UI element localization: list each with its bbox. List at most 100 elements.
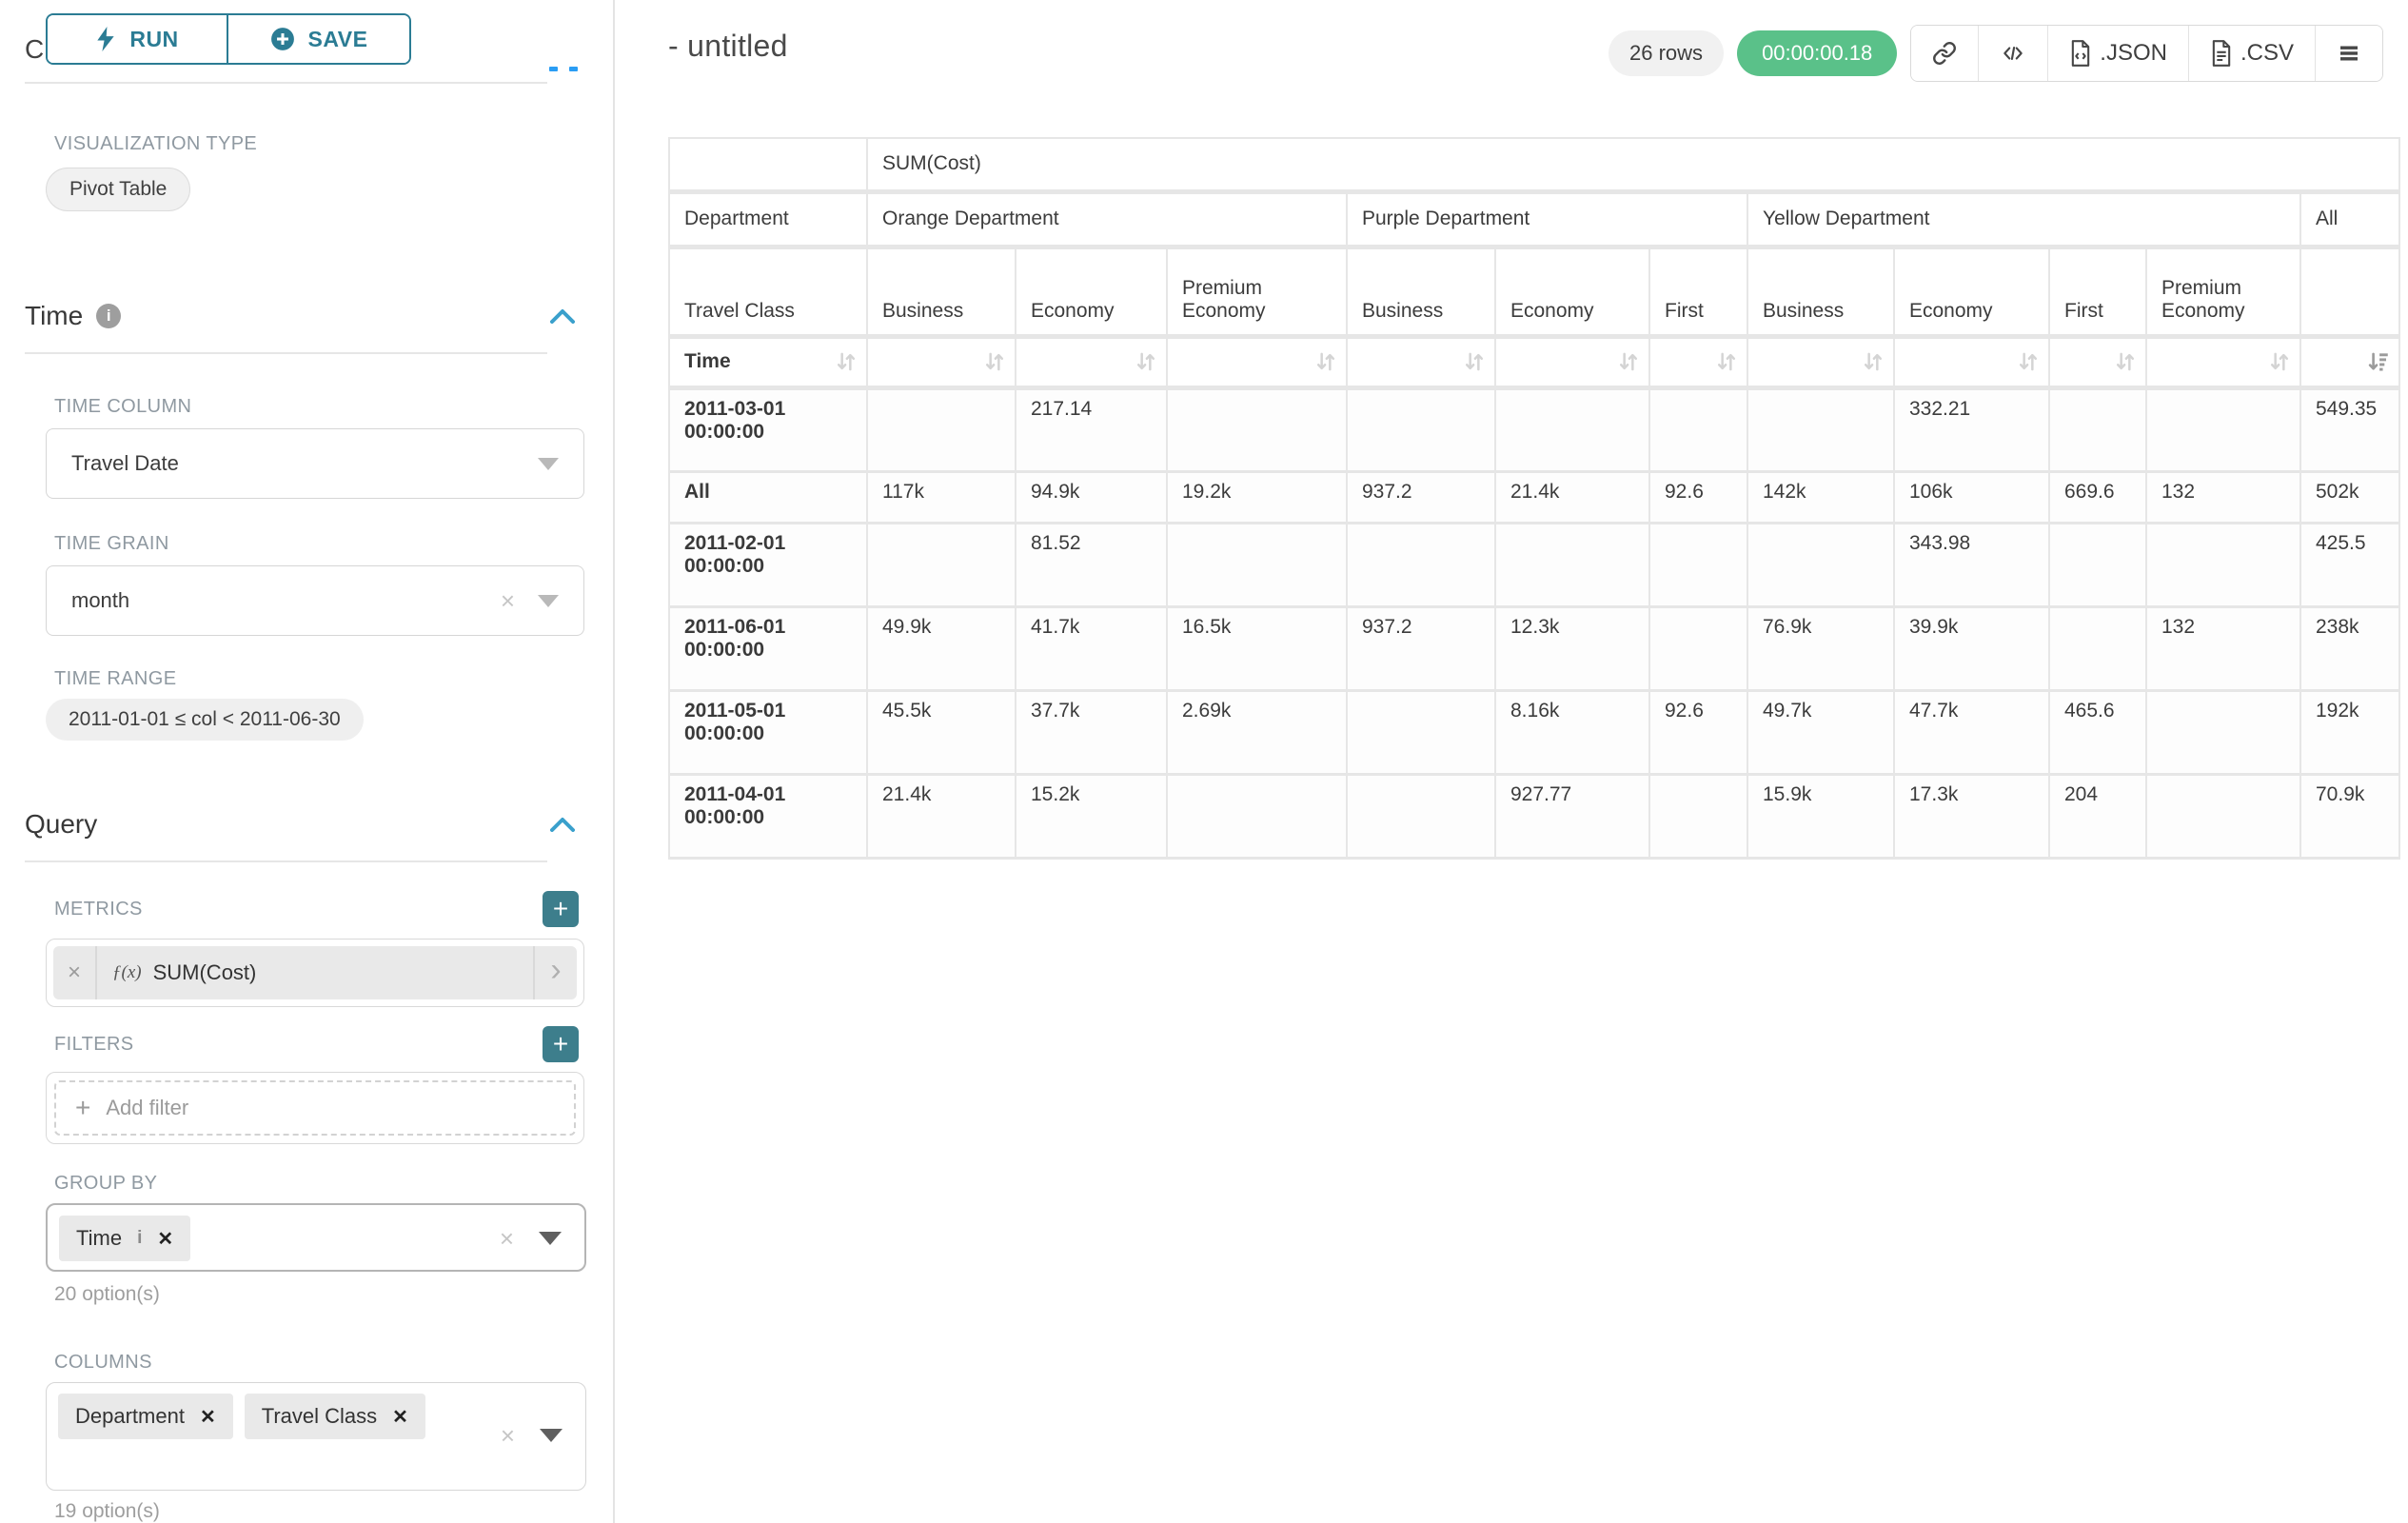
sort-icon[interactable] <box>1462 349 1487 374</box>
export-csv-button[interactable]: .CSV <box>2187 26 2315 81</box>
table-cell: 49.9k <box>866 605 1016 692</box>
sort-icon[interactable] <box>2267 349 2292 374</box>
table-cell: 106k <box>1893 470 2050 524</box>
table-row: 2011-04-01 00:00:00 21.4k 15.2k 927.77 15.9k… <box>668 773 2401 860</box>
table-cell <box>1346 522 1496 608</box>
columns-tag-label: Department <box>75 1404 185 1428</box>
time-range-label: TIME RANGE <box>54 668 177 689</box>
remove-tag-icon[interactable]: ✕ <box>392 1406 408 1428</box>
table-cell: 81.52 <box>1015 522 1168 608</box>
table-row: 2011-02-01 00:00:00 81.52 343.98 425.5 <box>668 522 2401 608</box>
metric-chip[interactable]: × ƒ(x) SUM(Cost) › <box>53 946 577 999</box>
table-cell: 15.2k <box>1015 773 1168 860</box>
sort-column[interactable] <box>1015 335 1168 390</box>
sort-icon[interactable] <box>982 349 1007 374</box>
table-cell <box>1494 386 1650 473</box>
clear-icon[interactable]: × <box>499 1224 514 1253</box>
department-group-header: All <box>2299 190 2401 249</box>
columns-select[interactable]: Department ✕ Travel Class ✕ × <box>46 1382 586 1491</box>
add-metric-button[interactable]: + <box>543 891 579 927</box>
panel-resize-dots <box>549 67 582 71</box>
table-cell: 39.9k <box>1893 605 2050 692</box>
corner-cell <box>668 137 868 194</box>
sort-icon[interactable] <box>1134 349 1158 374</box>
sort-icon[interactable] <box>1714 349 1739 374</box>
sort-column[interactable] <box>1346 335 1496 390</box>
metric-name: SUM(Cost) <box>152 960 257 984</box>
travel-class-axis-label: Travel Class <box>668 246 868 339</box>
table-cell: 92.6 <box>1648 689 1748 776</box>
caret-down-icon[interactable] <box>540 1429 563 1442</box>
table-cell <box>1346 689 1496 776</box>
sort-column[interactable] <box>1166 335 1348 390</box>
sort-icon[interactable] <box>834 349 859 374</box>
row-label: 2011-04-01 00:00:00 <box>668 773 868 860</box>
table-cell <box>1346 386 1496 473</box>
chevron-up-icon[interactable] <box>550 308 575 324</box>
share-link-button[interactable] <box>1911 26 1979 81</box>
travel-class-header: Business <box>866 246 1016 339</box>
sort-column[interactable] <box>1747 335 1895 390</box>
sort-desc-icon[interactable] <box>2366 349 2391 374</box>
sort-column[interactable] <box>1494 335 1650 390</box>
sort-icon[interactable] <box>1313 349 1338 374</box>
menu-button[interactable] <box>2315 26 2382 81</box>
caret-down-icon[interactable] <box>539 1232 562 1245</box>
travel-class-header: Economy <box>1893 246 2050 339</box>
save-button[interactable]: SAVE <box>228 15 409 63</box>
table-cell <box>2145 689 2301 776</box>
remove-tag-icon[interactable]: ✕ <box>157 1228 174 1250</box>
sort-column[interactable] <box>2145 335 2301 390</box>
sort-icon[interactable] <box>1861 349 1885 374</box>
run-button[interactable]: RUN <box>48 15 228 63</box>
export-json-button[interactable]: .JSON <box>2047 26 2188 81</box>
sort-column[interactable] <box>1648 335 1748 390</box>
chart-title[interactable]: - untitled <box>668 29 788 63</box>
table-cell: 669.6 <box>2048 470 2147 524</box>
control-panel-sidebar: Chart Type RUN SAVE VISUALIZATION TYPE P… <box>0 0 615 1523</box>
add-filter-dropzone[interactable]: + Add filter <box>54 1080 576 1136</box>
table-cell: 425.5 <box>2299 522 2401 608</box>
sort-column[interactable] <box>2048 335 2147 390</box>
remove-tag-icon[interactable]: ✕ <box>199 1406 216 1428</box>
table-cell <box>1346 773 1496 860</box>
add-filter-plus-button[interactable]: + <box>543 1026 579 1062</box>
time-row-header[interactable]: Time <box>668 335 868 390</box>
sort-column[interactable] <box>1893 335 2050 390</box>
plus-icon: + <box>75 1093 91 1122</box>
group-by-select[interactable]: Time i ✕ × <box>46 1203 586 1272</box>
chevron-right-icon[interactable]: › <box>533 946 577 999</box>
table-cell <box>1166 386 1348 473</box>
query-timer-badge: 00:00:00.18 <box>1737 30 1898 76</box>
export-csv-label: .CSV <box>2240 40 2294 66</box>
sort-icon[interactable] <box>1616 349 1641 374</box>
viz-type-pill[interactable]: Pivot Table <box>46 168 191 211</box>
sort-column[interactable] <box>866 335 1016 390</box>
query-section-header[interactable]: Query <box>25 809 586 840</box>
table-cell: 2.69k <box>1166 689 1348 776</box>
sort-column-active[interactable] <box>2299 335 2401 390</box>
table-cell <box>2048 522 2147 608</box>
export-json-label: .JSON <box>2100 40 2167 66</box>
hamburger-menu-icon <box>2340 46 2358 61</box>
department-group-header: Orange Department <box>866 190 1348 249</box>
time-range-pill[interactable]: 2011-01-01 ≤ col < 2011-06-30 <box>46 699 364 741</box>
chevron-up-icon[interactable] <box>550 817 575 832</box>
view-query-button[interactable] <box>1978 26 2048 81</box>
table-cell: 937.2 <box>1346 470 1496 524</box>
clear-icon[interactable]: × <box>500 586 515 615</box>
pivot-table: SUM(Cost) Department Orange Department Purp… <box>668 137 2401 860</box>
time-column-select[interactable]: Travel Date <box>46 428 584 499</box>
clear-icon[interactable]: × <box>500 1421 515 1450</box>
table-cell: 502k <box>2299 470 2401 524</box>
columns-tag: Travel Class ✕ <box>244 1394 425 1439</box>
sort-icon[interactable] <box>2016 349 2041 374</box>
row-label: 2011-03-01 00:00:00 <box>668 386 868 473</box>
table-cell: 465.6 <box>2048 689 2147 776</box>
time-grain-select[interactable]: month × <box>46 565 584 636</box>
sort-icon[interactable] <box>2113 349 2138 374</box>
remove-metric-icon[interactable]: × <box>53 946 97 999</box>
time-section-header[interactable]: Time i <box>25 301 586 331</box>
table-row: 2011-06-01 00:00:00 49.9k 41.7k 16.5k 937.2 1… <box>668 605 2401 692</box>
table-cell: 47.7k <box>1893 689 2050 776</box>
